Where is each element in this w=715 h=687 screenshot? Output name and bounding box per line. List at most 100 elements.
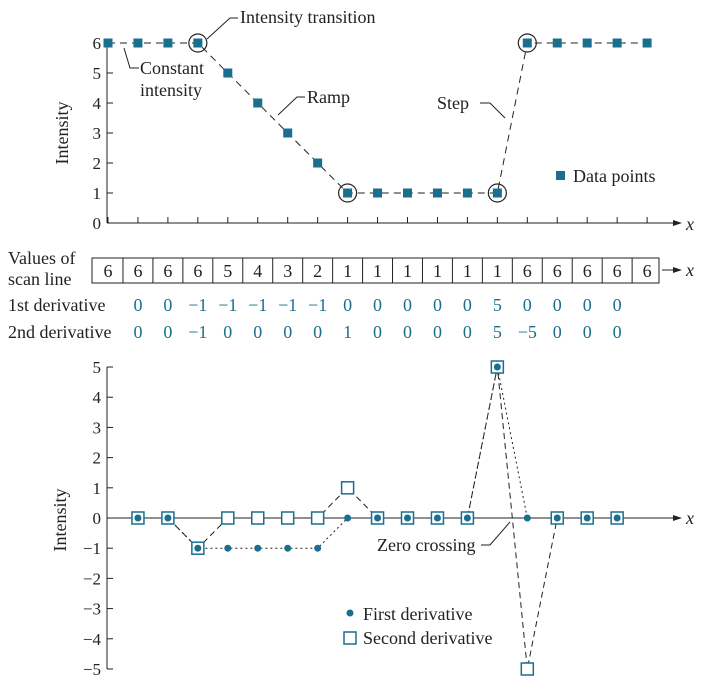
legend-first-derivative-label: First derivative xyxy=(363,604,472,624)
top-y-tick-label: 1 xyxy=(93,184,102,203)
second-derivative-point xyxy=(280,511,295,525)
scan-line-value: 1 xyxy=(463,261,472,281)
first-derivative-point xyxy=(224,544,232,552)
data-point xyxy=(313,158,323,168)
first-derivative-value: 0 xyxy=(523,295,532,315)
bottom-y-tick-label: −5 xyxy=(83,660,101,679)
intensity-transition-leader xyxy=(206,17,238,40)
scan-line-value: 6 xyxy=(104,261,113,281)
bottom-y-tick-label: 4 xyxy=(93,388,102,407)
legend-second-derivative-marker xyxy=(343,631,357,645)
second-derivative-value: 0 xyxy=(373,322,382,342)
table-arrowhead xyxy=(673,267,682,273)
data-point xyxy=(492,188,502,198)
scan-line-value: 6 xyxy=(163,261,172,281)
second-derivative-value: 0 xyxy=(613,322,622,342)
bottom-y-ticks: 5 4 3 2 1 0 −1 −2 −3 −4 −5 xyxy=(83,358,113,679)
transition-circle xyxy=(487,183,507,203)
zero-crossing-leader xyxy=(481,521,511,546)
top-x-ticks xyxy=(107,217,648,223)
second-derivative-point xyxy=(221,511,235,525)
first-derivative-value: 0 xyxy=(463,295,472,315)
bottom-y-tick-label: 0 xyxy=(93,509,102,528)
top-y-ticks: 0 1 2 3 4 5 6 xyxy=(93,34,113,233)
first-derivative-point xyxy=(194,544,202,552)
scan-line-value: 1 xyxy=(493,261,502,281)
top-legend-marker xyxy=(556,171,565,180)
first-derivative-value: 0 xyxy=(403,295,412,315)
data-point xyxy=(642,38,652,48)
first-derivative-value: 0 xyxy=(163,295,172,315)
top-intensity-chart: x Intensity 0 1 2 3 4 5 6 Intensity transition… xyxy=(52,7,694,234)
second-derivative-value: 0 xyxy=(133,322,142,342)
data-point xyxy=(462,188,472,198)
second-derivative-value: 1 xyxy=(343,322,352,342)
first-derivative-value: 0 xyxy=(583,295,592,315)
top-y-tick-label: 4 xyxy=(93,94,102,113)
first-derivative-point xyxy=(404,514,411,522)
table-x-label: x xyxy=(685,260,694,280)
second-derivative-value: 0 xyxy=(253,322,262,342)
scan-line-value: 6 xyxy=(643,261,652,281)
bottom-y-tick-label: −1 xyxy=(83,539,101,558)
bottom-series-points xyxy=(131,360,624,676)
data-point xyxy=(283,128,293,138)
scan-line-value: 6 xyxy=(523,261,532,281)
first-derivative-point xyxy=(374,514,382,522)
top-y-tick-label: 3 xyxy=(93,124,102,143)
scan-line-value: 1 xyxy=(343,261,352,281)
data-point xyxy=(133,38,143,48)
scan-line-label-2: scan line xyxy=(8,269,71,289)
second-derivative-value: 0 xyxy=(283,322,292,342)
second-derivative-line xyxy=(137,366,618,670)
first-derivative-value: 0 xyxy=(343,295,352,315)
first-derivative-value: 0 xyxy=(433,295,442,315)
top-y-tick-label: 5 xyxy=(93,64,102,83)
data-point xyxy=(373,188,383,198)
scan-line-value: 1 xyxy=(433,261,442,281)
constant-intensity-label-line2: intensity xyxy=(140,80,202,100)
second-derivative-point xyxy=(520,662,535,676)
second-derivative-value: −1 xyxy=(188,322,207,342)
bottom-derivative-chart: x Intensity 5 4 3 2 1 0 −1 −2 −3 −4 −5 Zero crossi… xyxy=(50,358,694,679)
step-leader xyxy=(480,102,506,119)
data-point xyxy=(103,38,113,48)
scan-line-value: 6 xyxy=(553,261,562,281)
bottom-y-tick-label: −4 xyxy=(83,630,102,649)
data-point xyxy=(343,188,353,198)
second-derivative-point xyxy=(340,481,355,495)
top-y-axis-label: Intensity xyxy=(52,102,72,165)
transition-circle xyxy=(517,33,537,53)
first-derivative-point xyxy=(493,363,501,371)
top-y-tick-label: 2 xyxy=(93,154,102,173)
first-derivative-point xyxy=(523,514,531,522)
first-derivative-row: 0 0 −1 −1 −1 −1 −1 0 0 0 0 0 5 0 0 0 0 xyxy=(133,295,621,315)
first-derivative-point xyxy=(344,514,352,522)
scan-line-value: 2 xyxy=(313,261,322,281)
ramp-label: Ramp xyxy=(307,87,350,107)
top-legend-label: Data points xyxy=(573,166,656,186)
bottom-y-tick-label: −3 xyxy=(83,600,101,619)
first-derivative-value: −1 xyxy=(218,295,237,315)
step-label: Step xyxy=(437,93,469,113)
ramp-leader xyxy=(277,96,305,116)
scan-line-value: 6 xyxy=(133,261,142,281)
data-point xyxy=(223,68,233,78)
zero-crossing-label: Zero crossing xyxy=(377,535,475,555)
first-derivative-value: −1 xyxy=(278,295,297,315)
top-x-arrowhead xyxy=(673,220,682,226)
second-derivative-row-label: 2nd derivative xyxy=(8,322,111,342)
data-point xyxy=(193,38,203,48)
data-point xyxy=(432,188,442,198)
second-derivative-value: 0 xyxy=(163,322,172,342)
data-point xyxy=(253,98,263,108)
first-derivative-value: 0 xyxy=(373,295,382,315)
first-derivative-value: −1 xyxy=(188,295,207,315)
top-x-label: x xyxy=(685,214,694,234)
bottom-y-axis-label: Intensity xyxy=(50,489,70,552)
scan-line-value: 5 xyxy=(223,261,232,281)
first-derivative-point xyxy=(433,514,441,522)
